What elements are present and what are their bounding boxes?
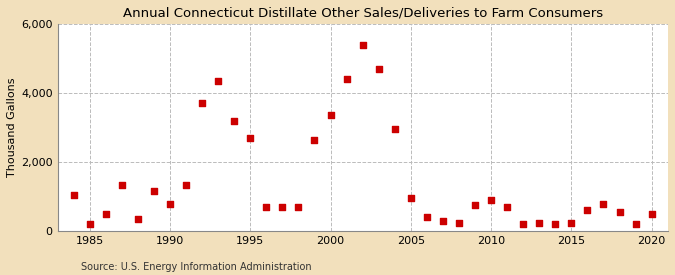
Point: [614, 210, 625, 214]
Point: [165, 201, 176, 206]
Point: [534, 220, 545, 225]
Point: [84, 222, 95, 227]
Point: [325, 113, 336, 118]
Point: [470, 203, 481, 207]
Point: [454, 220, 464, 225]
Point: [229, 119, 240, 123]
Point: [550, 222, 561, 227]
Y-axis label: Thousand Gallons: Thousand Gallons: [7, 78, 17, 177]
Point: [502, 205, 512, 209]
Point: [101, 212, 111, 216]
Point: [566, 220, 576, 225]
Point: [373, 67, 384, 71]
Point: [421, 215, 432, 219]
Point: [196, 101, 207, 106]
Point: [68, 193, 79, 197]
Point: [598, 201, 609, 206]
Point: [245, 136, 256, 140]
Point: [630, 222, 641, 227]
Point: [646, 212, 657, 216]
Point: [357, 42, 368, 47]
Point: [341, 77, 352, 81]
Point: [309, 138, 320, 142]
Point: [437, 219, 448, 223]
Point: [486, 198, 497, 202]
Point: [389, 127, 400, 131]
Point: [293, 205, 304, 209]
Point: [277, 205, 288, 209]
Point: [132, 217, 143, 221]
Point: [116, 182, 127, 187]
Point: [261, 205, 272, 209]
Point: [148, 189, 159, 194]
Point: [582, 208, 593, 213]
Point: [213, 79, 223, 83]
Point: [181, 182, 192, 187]
Point: [518, 222, 529, 227]
Title: Annual Connecticut Distillate Other Sales/Deliveries to Farm Consumers: Annual Connecticut Distillate Other Sale…: [123, 7, 603, 20]
Point: [406, 196, 416, 200]
Text: Source: U.S. Energy Information Administration: Source: U.S. Energy Information Administ…: [81, 262, 312, 272]
